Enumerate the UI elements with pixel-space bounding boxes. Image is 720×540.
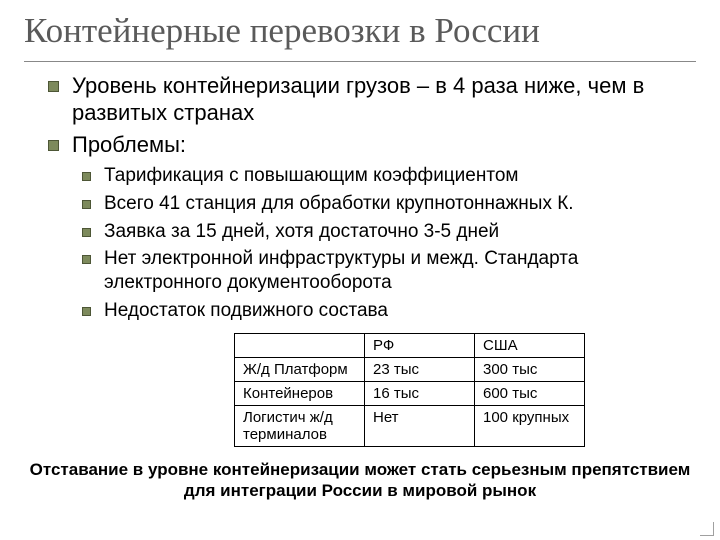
bullet-level2: Недостаток подвижного состава: [82, 299, 696, 323]
table-cell: Ж/д Платформ: [235, 357, 365, 381]
table-cell: Нет: [365, 405, 475, 446]
table-cell: РФ: [365, 333, 475, 357]
table-cell: 300 тыс: [475, 357, 585, 381]
bullet-list-level1: Уровень контейнеризации грузов – в 4 раз…: [24, 72, 696, 159]
table-cell: 16 тыс: [365, 381, 475, 405]
table-row: Ж/д Платформ 23 тыс 300 тыс: [235, 357, 585, 381]
bullet-level1: Уровень контейнеризации грузов – в 4 раз…: [48, 72, 696, 127]
bullet-list-level2: Тарификация с повышающим коэффициентом В…: [24, 164, 696, 323]
bullet-level1: Проблемы:: [48, 131, 696, 159]
table-cell: Логистич ж/д терминалов: [235, 405, 365, 446]
bullet-level2: Всего 41 станция для обработки крупнотон…: [82, 192, 696, 216]
slide: Контейнерные перевозки в России Уровень …: [0, 0, 720, 540]
comparison-table-wrap: РФ США Ж/д Платформ 23 тыс 300 тыс Конте…: [234, 333, 696, 447]
table-row: Логистич ж/д терминалов Нет 100 крупных: [235, 405, 585, 446]
bullet-level2: Заявка за 15 дней, хотя достаточно 3-5 д…: [82, 220, 696, 244]
table-cell: 600 тыс: [475, 381, 585, 405]
conclusion-text: Отставание в уровне контейнеризации може…: [24, 459, 696, 502]
table-row: Контейнеров 16 тыс 600 тыс: [235, 381, 585, 405]
corner-decoration-icon: [700, 522, 714, 536]
table-cell: 100 крупных: [475, 405, 585, 446]
bullet-level2: Тарификация с повышающим коэффициентом: [82, 164, 696, 188]
table-cell: США: [475, 333, 585, 357]
table-row: РФ США: [235, 333, 585, 357]
table-cell: 23 тыс: [365, 357, 475, 381]
comparison-table: РФ США Ж/д Платформ 23 тыс 300 тыс Конте…: [234, 333, 585, 447]
bullet-level2: Нет электронной инфраструктуры и межд. С…: [82, 247, 696, 295]
slide-title: Контейнерные перевозки в России: [24, 8, 696, 62]
table-cell: Контейнеров: [235, 381, 365, 405]
table-cell: [235, 333, 365, 357]
